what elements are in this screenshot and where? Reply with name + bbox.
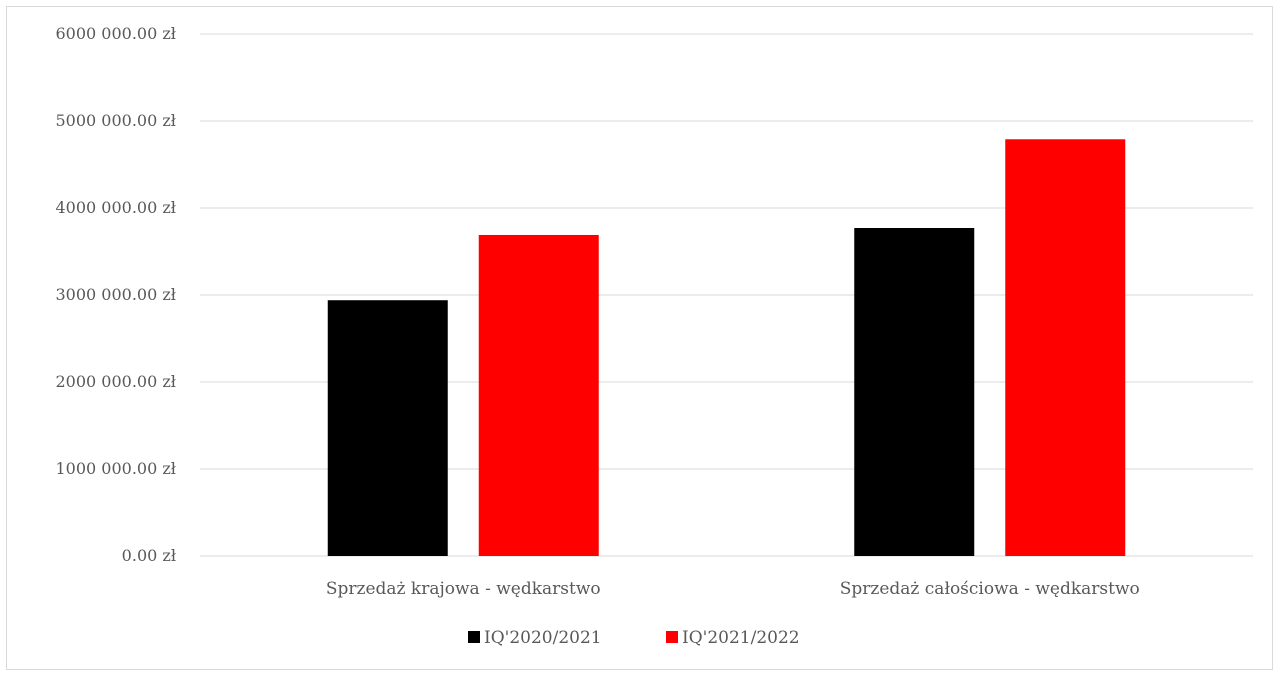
x-category-label: Sprzedaż całościowa - wędkarstwo xyxy=(840,579,1140,599)
y-axis-tick-labels: 0.00 zł 1000 000.00 zł 2000 000.00 zł 3000 … xyxy=(56,24,177,565)
y-tick-label: 0.00 zł xyxy=(122,546,176,565)
y-tick-label: 4000 000.00 zł xyxy=(56,198,177,217)
legend-swatch xyxy=(666,631,678,643)
y-tick-label: 1000 000.00 zł xyxy=(56,459,177,478)
y-tick-label: 5000 000.00 zł xyxy=(56,111,177,130)
legend-label: IQ'2021/2022 xyxy=(682,628,800,648)
bar-series-1-cat-2 xyxy=(854,228,975,556)
bar-series-2-cat-2 xyxy=(1005,139,1126,556)
bar-series-2-cat-1 xyxy=(478,234,599,556)
legend: IQ'2020/2021 IQ'2021/2022 xyxy=(468,628,800,648)
legend-swatch xyxy=(468,631,480,643)
bars xyxy=(327,139,1126,556)
bar-series-1-cat-1 xyxy=(327,300,448,556)
y-tick-label: 2000 000.00 zł xyxy=(56,372,177,391)
y-tick-label: 3000 000.00 zł xyxy=(56,285,177,304)
x-category-label: Sprzedaż krajowa - wędkarstwo xyxy=(326,579,601,599)
legend-label: IQ'2020/2021 xyxy=(484,628,602,648)
y-tick-label: 6000 000.00 zł xyxy=(56,24,177,43)
x-axis-category-labels: Sprzedaż krajowa - wędkarstwo Sprzedaż ca… xyxy=(326,579,1140,599)
